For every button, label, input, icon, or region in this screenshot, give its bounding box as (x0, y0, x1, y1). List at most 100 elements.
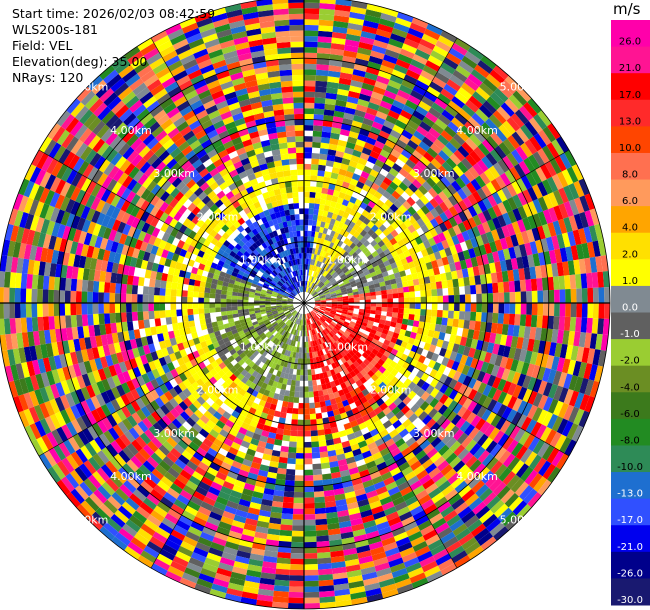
velocity-gate (561, 420, 574, 437)
velocity-gate (452, 318, 459, 328)
velocity-gate (566, 166, 579, 184)
velocity-gate (304, 441, 312, 448)
velocity-gate (427, 237, 437, 247)
velocity-gate (305, 286, 308, 293)
velocity-gate (553, 400, 564, 417)
velocity-gate (455, 176, 467, 189)
velocity-gate (98, 303, 104, 314)
velocity-gate (363, 315, 370, 321)
velocity-gate (371, 275, 379, 281)
velocity-gate (87, 291, 93, 303)
velocity-gate (518, 160, 531, 176)
velocity-gate (454, 261, 462, 271)
velocity-gate (508, 94, 524, 110)
velocity-gate (553, 205, 564, 221)
velocity-gate (344, 39, 360, 48)
velocity-gate (403, 227, 412, 237)
velocity-gate (306, 269, 310, 276)
velocity-gate (451, 360, 460, 371)
velocity-gate (366, 212, 375, 221)
velocity-gate (506, 370, 516, 383)
velocity-gate (308, 287, 312, 294)
velocity-gate (287, 452, 297, 459)
velocity-gate (304, 163, 312, 170)
velocity-gate (363, 270, 371, 276)
velocity-gate (503, 313, 510, 325)
velocity-gate (347, 335, 354, 342)
velocity-gate (380, 289, 387, 295)
velocity-gate (462, 196, 473, 209)
velocity-gate (395, 186, 405, 196)
velocity-gate (314, 502, 326, 509)
velocity-gate (427, 268, 435, 277)
velocity-gate (467, 267, 475, 277)
velocity-gate (541, 444, 555, 461)
velocity-gate (336, 197, 344, 205)
velocity-gate (549, 158, 562, 175)
velocity-gate (138, 319, 145, 330)
velocity-gate (334, 245, 341, 252)
velocity-gate (381, 343, 389, 351)
velocity-gate (305, 264, 309, 270)
velocity-gate (369, 291, 376, 297)
velocity-gate (317, 557, 332, 565)
velocity-gate (457, 251, 466, 262)
velocity-gate (313, 491, 325, 498)
velocity-gate (397, 312, 404, 319)
velocity-gate (452, 278, 459, 288)
velocity-gate (490, 322, 498, 334)
velocity-gate (347, 309, 354, 314)
velocity-gate (337, 247, 344, 254)
velocity-gate (363, 77, 377, 87)
velocity-gate (380, 315, 387, 321)
velocity-gate (484, 168, 496, 182)
velocity-gate (542, 367, 552, 383)
velocity-gate (442, 303, 449, 311)
velocity-gate (317, 232, 323, 239)
velocity-gate (358, 175, 368, 185)
velocity-gate (535, 352, 544, 367)
velocity-gate (330, 127, 342, 135)
velocity-gate (517, 205, 528, 220)
velocity-gate (501, 406, 513, 420)
velocity-gate (355, 162, 366, 171)
velocity-gate (148, 294, 154, 303)
velocity-gate (528, 117, 543, 133)
velocity-gate (388, 273, 396, 280)
velocity-gate (423, 151, 435, 163)
velocity-gate (70, 278, 78, 292)
velocity-gate (523, 433, 536, 449)
velocity-gate (294, 475, 304, 482)
velocity-gate (369, 150, 380, 160)
velocity-gate (391, 27, 408, 39)
velocity-gate (377, 70, 392, 80)
velocity-gate (456, 129, 470, 142)
velocity-gate (502, 345, 511, 358)
velocity-gate (371, 325, 379, 331)
velocity-gate (310, 424, 318, 431)
velocity-gate (492, 303, 499, 314)
velocity-gate (348, 297, 354, 301)
velocity-gate (525, 279, 532, 292)
velocity-gate (304, 191, 310, 198)
velocity-gate (377, 207, 386, 217)
velocity-gate (450, 270, 458, 280)
velocity-gate (346, 246, 353, 254)
velocity-gate (381, 294, 388, 299)
velocity-gate (396, 89, 411, 100)
velocity-gate (482, 197, 493, 210)
velocity-gate (290, 430, 298, 437)
velocity-gate (381, 328, 389, 335)
velocity-gate (318, 574, 334, 581)
velocity-gate (280, 518, 293, 526)
velocity-gate (285, 474, 295, 481)
velocity-gate (403, 369, 412, 379)
velocity-gate (357, 269, 364, 276)
velocity-gate (477, 200, 488, 213)
velocity-gate (511, 149, 524, 164)
velocity-gate (315, 243, 320, 250)
velocity-gate (386, 311, 393, 317)
velocity-gate (376, 258, 384, 266)
velocity-gate (392, 124, 405, 135)
velocity-gate (481, 372, 491, 385)
